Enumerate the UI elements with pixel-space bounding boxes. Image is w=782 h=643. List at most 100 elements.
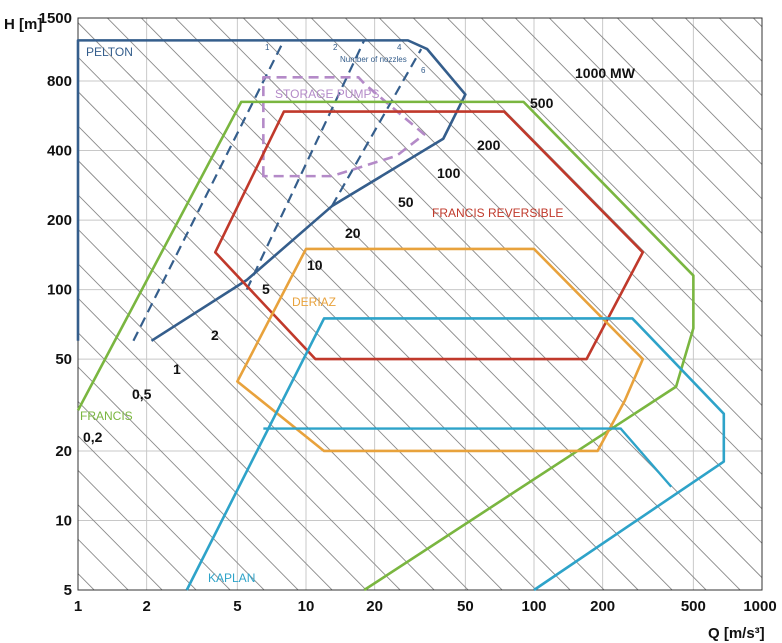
nozzle-line — [331, 93, 467, 207]
iso-power-line — [480, 18, 762, 303]
y-tick-label: 400 — [47, 143, 72, 160]
region-kaplan — [185, 317, 726, 592]
x-tick-label: 2 — [142, 598, 150, 615]
iso-power-line — [446, 18, 762, 338]
x-tick-label: 200 — [590, 598, 615, 615]
iso-power-line — [514, 18, 762, 269]
iso-power-line — [78, 159, 503, 590]
iso-power-line — [106, 18, 673, 590]
iso-power-line — [582, 18, 762, 200]
x-axis-title: Q [m/s³] — [708, 625, 765, 642]
region-label: KAPLAN — [208, 571, 255, 585]
iso-power-line — [78, 56, 605, 590]
iso-power-line — [616, 18, 762, 166]
nozzle-count-label: 6 — [421, 66, 426, 75]
iso-power-line — [738, 0, 782, 640]
axis-ticks: 1 2 5 10 20 50 100 200 500 1000510205010020040080… — [39, 10, 777, 615]
iso-power-line — [78, 400, 265, 590]
x-tick-label: 100 — [521, 598, 546, 615]
iso-power-line — [174, 18, 741, 590]
iso-power-line — [548, 18, 762, 234]
nozzle-count-label: 2 — [333, 43, 338, 52]
iso-power-line — [78, 194, 469, 590]
iso-power-line — [684, 18, 762, 97]
y-tick-label: 200 — [47, 212, 72, 229]
nozzle-caption: Number of nozzles — [340, 55, 407, 64]
region-label: DERIAZ — [292, 295, 336, 309]
iso-power-line — [78, 297, 367, 590]
iso-power-line — [276, 18, 762, 510]
nozzle-line — [245, 39, 366, 291]
region-label: PELTON — [86, 45, 133, 59]
power-label: 2 — [211, 327, 219, 343]
power-label: 10 — [307, 257, 323, 273]
region-label: STORAGE PUMPS — [275, 87, 379, 101]
iso-power-line — [78, 435, 231, 590]
power-label: 1000 MW — [575, 65, 636, 81]
region-storage-pumps — [262, 76, 426, 178]
iso-power-line — [772, 0, 782, 640]
iso-power-line — [0, 0, 8, 640]
x-tick-label: 10 — [298, 598, 315, 615]
iso-power-line — [208, 18, 762, 579]
power-label: 0,2 — [83, 429, 103, 445]
nozzle-count-label: 4 — [397, 43, 402, 52]
x-tick-label: 50 — [457, 598, 474, 615]
iso-power-line — [718, 18, 762, 62]
region-extra-line — [263, 427, 673, 488]
iso-power-line — [0, 0, 42, 640]
power-label: 5 — [262, 281, 270, 297]
x-tick-label: 20 — [366, 598, 383, 615]
y-tick-label: 5 — [64, 582, 72, 599]
y-tick-label: 20 — [55, 443, 72, 460]
x-tick-label: 1000 — [743, 598, 776, 615]
region-label: FRANCIS REVERSIBLE — [432, 206, 563, 220]
power-label: 100 — [437, 165, 461, 181]
region-pelton — [76, 39, 467, 342]
iso-power-line — [78, 573, 95, 590]
power-label: 50 — [398, 194, 414, 210]
iso-power-line — [752, 18, 762, 28]
labels: 0,2 0,5 1 2 5 10 20 50 100 200 500 1000 MW PELTON 1 2 4… — [80, 43, 636, 585]
y-tick-label: 100 — [47, 282, 72, 299]
iso-power-line — [412, 18, 762, 372]
power-label: 0,5 — [132, 386, 152, 402]
y-axis-title: H [m] — [4, 16, 42, 33]
iso-power-line — [140, 18, 707, 590]
iso-power-line — [0, 0, 76, 640]
power-label: 1 — [173, 361, 181, 377]
iso-power-line — [0, 0, 110, 640]
y-tick-label: 1500 — [39, 10, 72, 27]
region-label: FRANCIS — [80, 409, 133, 423]
iso-power-line — [78, 22, 639, 590]
nozzle-line — [132, 39, 285, 342]
y-tick-label: 50 — [55, 351, 72, 368]
region-francis — [76, 100, 695, 592]
nozzle-count-label: 1 — [265, 43, 270, 52]
nozzle-line — [331, 48, 423, 207]
x-tick-label: 5 — [233, 598, 241, 615]
y-tick-label: 10 — [55, 512, 72, 529]
iso-power-line — [78, 263, 401, 590]
iso-power-line — [78, 90, 571, 590]
iso-power-line — [78, 469, 197, 590]
iso-power-line — [378, 18, 762, 407]
iso-power-line — [78, 331, 333, 590]
iso-power-line — [78, 366, 299, 590]
turbine-regions — [76, 39, 726, 592]
power-label: 20 — [345, 225, 361, 241]
region-francis-reversible — [213, 110, 645, 361]
y-tick-label: 800 — [47, 73, 72, 90]
iso-power-line — [344, 18, 762, 441]
iso-power-line — [242, 18, 762, 544]
iso-power-line — [78, 228, 435, 590]
iso-power-line — [78, 125, 537, 590]
iso-power-line — [78, 504, 163, 590]
power-label: 200 — [477, 137, 501, 153]
power-label: 500 — [530, 95, 554, 111]
iso-power-line — [650, 18, 762, 131]
iso-power-line — [310, 18, 762, 476]
x-tick-label: 1 — [74, 598, 82, 615]
